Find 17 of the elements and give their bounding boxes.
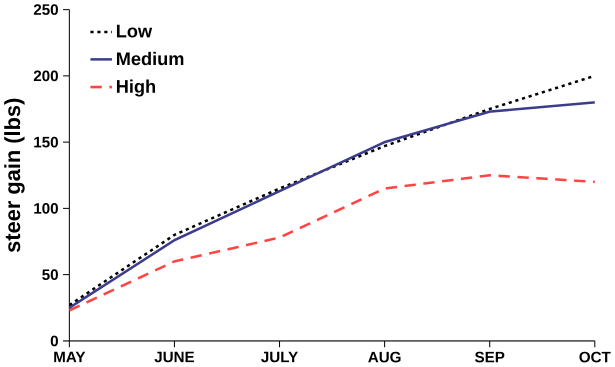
x-tick-label: OCT xyxy=(579,352,611,363)
y-tick-label: 50 xyxy=(42,269,58,280)
x-tick-label: MAY xyxy=(54,352,86,362)
x-tick-label: JUNE xyxy=(154,352,194,362)
x-tick-label: JULY xyxy=(261,352,298,362)
legend-label: High xyxy=(116,80,156,97)
y-tick-label: 250 xyxy=(34,4,58,16)
x-tick-label: AUG xyxy=(368,352,401,363)
y-tick-label: 200 xyxy=(34,70,58,82)
y-axis-title: steer gain (lbs) xyxy=(4,98,25,252)
x-tick-label: SEP xyxy=(474,352,504,363)
y-tick-label: 100 xyxy=(34,203,58,214)
line-series xyxy=(68,174,596,312)
y-tick-label: 0 xyxy=(50,336,58,346)
legend-label: Medium xyxy=(116,52,184,66)
y-tick-label: 150 xyxy=(34,136,58,148)
legend-label: Low xyxy=(116,24,152,38)
